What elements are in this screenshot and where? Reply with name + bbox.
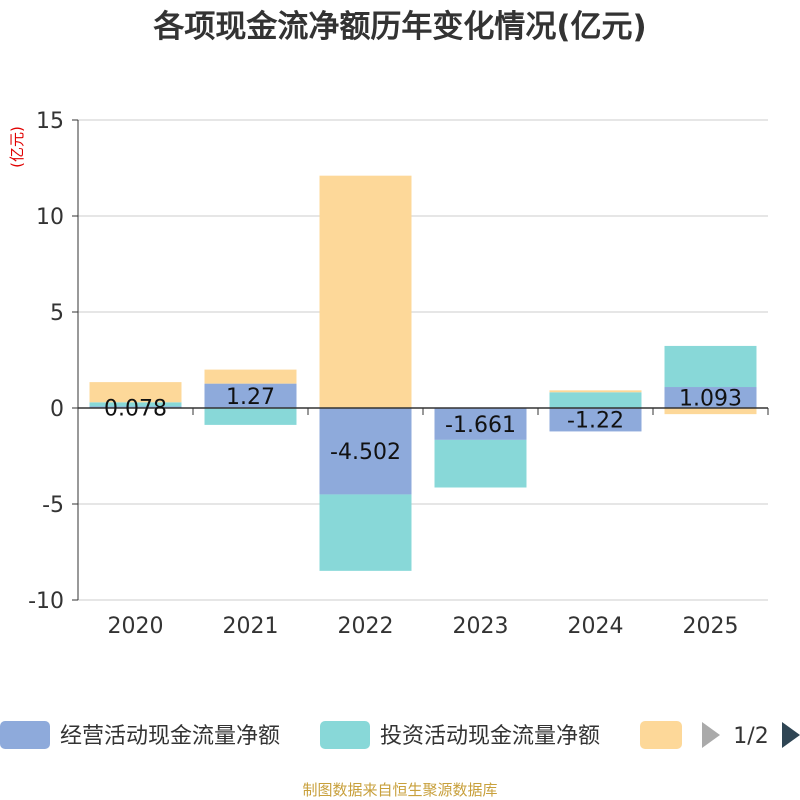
legend-next-page-icon[interactable] bbox=[782, 722, 800, 748]
data-label-2020: 0.078 bbox=[104, 396, 167, 421]
x-tick-label: 2024 bbox=[568, 614, 624, 639]
legend-prev-page-icon[interactable] bbox=[702, 722, 720, 748]
x-tick-label: 2025 bbox=[683, 614, 739, 639]
bar-2021-series-0[interactable] bbox=[204, 383, 297, 408]
bar-2025-series-1[interactable] bbox=[664, 345, 757, 388]
y-tick-label: 5 bbox=[50, 301, 64, 326]
legend-label-operating[interactable]: 经营活动现金流量净额 bbox=[60, 724, 280, 749]
legend[interactable]: 经营活动现金流量净额 投资活动现金流量净额 1/2 bbox=[0, 721, 800, 749]
bar-2025-series-0[interactable] bbox=[664, 387, 757, 408]
bar-2021-series-2[interactable] bbox=[204, 369, 297, 384]
data-source-note: 制图数据来自恒生聚源数据库 bbox=[302, 781, 497, 799]
data-label-2021: 1.27 bbox=[226, 385, 275, 410]
data-label-2022: -4.502 bbox=[330, 440, 401, 465]
y-tick-label: 0 bbox=[50, 397, 64, 422]
x-tick-label: 2023 bbox=[453, 614, 509, 639]
y-tick-label: -5 bbox=[42, 493, 64, 518]
bar-2024-series-1[interactable] bbox=[549, 392, 642, 408]
bar-2021-series-1[interactable] bbox=[204, 408, 297, 425]
chart-title: 各项现金流净额历年变化情况(亿元) bbox=[152, 9, 646, 45]
bar-2024-series-0[interactable] bbox=[549, 408, 642, 432]
y-tick-label: -10 bbox=[28, 589, 64, 614]
bar-2020-series-1[interactable] bbox=[89, 402, 182, 407]
legend-swatch-investing[interactable] bbox=[320, 721, 370, 749]
bar-2024-series-2[interactable] bbox=[549, 390, 642, 393]
data-label-2024: -1.22 bbox=[567, 409, 624, 434]
bar-2023-series-0[interactable] bbox=[434, 408, 527, 440]
x-tick-label: 2021 bbox=[223, 614, 279, 639]
data-labels: 0.078 1.27 -4.502 -1.661 -1.22 1.093 bbox=[104, 385, 742, 465]
tick-labels: 15 10 5 0 -5 -10 2020 2021 2022 2023 2024 2025 bbox=[28, 109, 738, 639]
legend-swatch-operating[interactable] bbox=[0, 721, 50, 749]
bar-marks bbox=[89, 175, 757, 571]
y-axis-unit-label: (亿元) bbox=[8, 126, 26, 168]
legend-page-indicator: 1/2 bbox=[733, 724, 768, 749]
axes bbox=[77, 120, 769, 600]
data-label-2023: -1.661 bbox=[445, 413, 516, 438]
x-tick-label: 2020 bbox=[108, 614, 164, 639]
bar-2022-series-2[interactable] bbox=[319, 175, 412, 408]
legend-label-investing[interactable]: 投资活动现金流量净额 bbox=[380, 724, 600, 749]
y-tick-label: 10 bbox=[36, 205, 64, 230]
bar-2022-series-0[interactable] bbox=[319, 408, 412, 495]
y-tick-label: 15 bbox=[36, 109, 64, 134]
bar-2022-series-1[interactable] bbox=[319, 494, 412, 571]
legend-swatch-financing[interactable] bbox=[640, 721, 682, 749]
x-tick-label: 2022 bbox=[338, 614, 394, 639]
bar-2020-series-2[interactable] bbox=[89, 382, 182, 403]
data-label-2025: 1.093 bbox=[679, 387, 742, 412]
gridlines bbox=[72, 119, 768, 601]
bar-2023-series-1[interactable] bbox=[434, 439, 527, 488]
bar-2025-series-2[interactable] bbox=[664, 408, 757, 415]
